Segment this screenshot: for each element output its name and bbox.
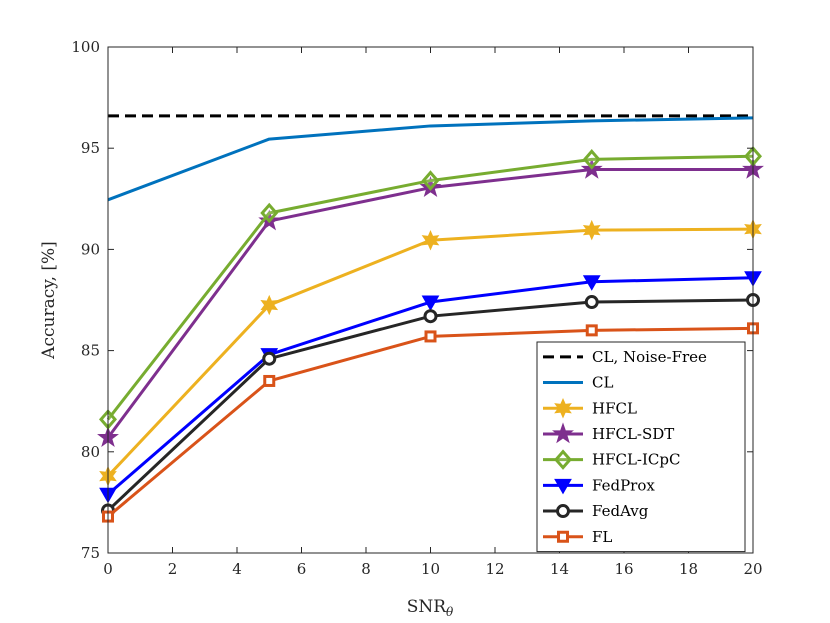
legend-entry-cl: CL	[543, 374, 613, 392]
data-point-fedprox	[421, 295, 440, 312]
series-line-hfcl-icpc	[106, 154, 754, 421]
legend-entry-cl-noise-free: CL, Noise-Free	[543, 348, 707, 366]
legend: CL, Noise-Free CL HFCL HFCL-SDT HFCL-ICpC Fed…	[536, 341, 746, 553]
data-point-hfcl-icpc	[421, 170, 440, 191]
x-tick-label: 2	[168, 560, 178, 578]
legend-label: CL	[592, 374, 613, 392]
legend-label: FL	[592, 528, 612, 546]
x-tick-label: 18	[679, 560, 698, 578]
x-tick-label: 0	[103, 560, 113, 578]
x-tick-label: 10	[421, 560, 440, 578]
legend-swatch-marker	[556, 504, 570, 519]
y-tick-label: 95	[81, 139, 100, 157]
legend-entry-hfcl: HFCL	[543, 398, 637, 419]
legend-entry-hfcl-sdt: HFCL-SDT	[543, 422, 674, 444]
legend-box	[536, 341, 746, 553]
y-tick-label: 100	[71, 38, 100, 56]
x-tick-label: 12	[485, 560, 504, 578]
legend-swatch-marker	[557, 530, 569, 543]
legend-entry-fl: FL	[543, 528, 612, 546]
x-axis-label: SNRθ	[407, 597, 454, 619]
data-point-fl	[424, 330, 437, 343]
series-line-cl	[107, 116, 754, 202]
axes: 0 2 4 6 8 10 12 14 16 18 20 75 80 85 90 95 100	[71, 38, 762, 578]
x-axis-label-subscript: θ	[446, 605, 454, 619]
legend-swatch-marker	[552, 422, 574, 444]
legend-entry-fedprox: FedProx	[543, 476, 655, 495]
legend-label: FedAvg	[592, 502, 649, 520]
legend-label: CL, Noise-Free	[592, 348, 707, 366]
series-cl	[107, 116, 754, 202]
data-point-fedavg	[584, 295, 599, 310]
data-point-hfcl	[421, 230, 440, 251]
data-point-fl	[263, 374, 276, 387]
data-point-hfcl-icpc	[260, 202, 279, 224]
y-tick-label: 90	[81, 240, 100, 258]
plot-area	[97, 114, 764, 523]
y-tick-label: 85	[81, 342, 100, 360]
legend-entry-hfcl-icpc: HFCL-ICpC	[543, 449, 680, 470]
legend-swatch-marker	[554, 398, 572, 419]
series-hfcl	[99, 218, 762, 487]
legend-label: HFCL-ICpC	[592, 451, 680, 469]
legend-entry-fedavg: FedAvg	[543, 502, 649, 520]
x-tick-label: 16	[614, 560, 633, 578]
data-point-fedavg	[262, 351, 277, 366]
data-point-fl	[585, 324, 598, 337]
legend-label: HFCL-SDT	[592, 425, 674, 443]
x-tick-label: 14	[550, 560, 569, 578]
x-tick-label: 6	[297, 560, 307, 578]
x-tick-label: 20	[743, 560, 762, 578]
data-point-fedprox	[582, 275, 601, 291]
data-point-hfcl	[260, 294, 279, 316]
x-tick-label: 4	[232, 560, 242, 578]
y-axis-label: Accuracy, [%]	[39, 241, 59, 360]
y-tick-label: 75	[81, 544, 100, 562]
legend-label: HFCL	[592, 399, 637, 417]
data-point-hfcl-icpc	[582, 149, 601, 170]
data-point-fedavg	[423, 309, 438, 324]
legend-label: FedProx	[592, 476, 655, 494]
legend-swatch-marker	[554, 449, 572, 470]
legend-swatch-marker	[554, 478, 572, 495]
x-tick-label: 8	[361, 560, 371, 578]
data-point-hfcl	[582, 219, 601, 241]
x-axis-label-main: SNR	[407, 597, 448, 617]
y-tick-label: 80	[81, 443, 100, 461]
